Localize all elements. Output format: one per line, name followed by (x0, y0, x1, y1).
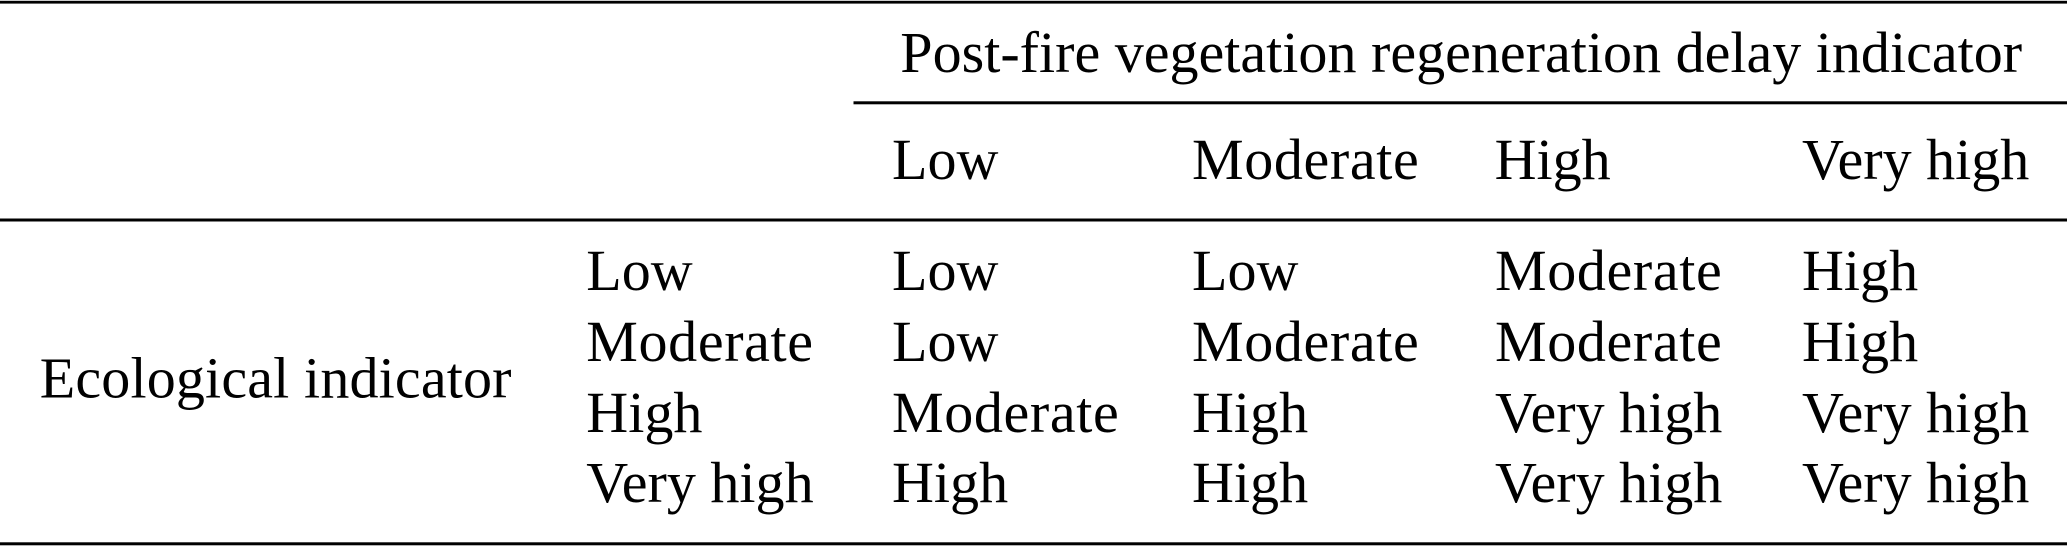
svg-text:Moderate: Moderate (1192, 309, 1419, 374)
svg-text:Low: Low (892, 127, 998, 192)
svg-text:High: High (1192, 380, 1308, 445)
svg-text:Very high: Very high (1802, 450, 2029, 515)
svg-text:High: High (892, 450, 1008, 515)
svg-text:Post-fire vegetation regenerat: Post-fire vegetation regeneration delay … (900, 20, 2022, 85)
svg-text:Low: Low (892, 309, 998, 374)
svg-text:Moderate: Moderate (1495, 309, 1722, 374)
svg-text:High: High (1802, 238, 1918, 303)
svg-text:High: High (1495, 127, 1611, 192)
svg-text:Very high: Very high (1802, 127, 2029, 192)
svg-text:Low: Low (892, 238, 998, 303)
svg-text:Moderate: Moderate (1495, 238, 1722, 303)
svg-text:Moderate: Moderate (1192, 127, 1419, 192)
svg-text:Very high: Very high (1802, 380, 2029, 445)
svg-text:High: High (586, 380, 702, 445)
svg-text:Very high: Very high (1495, 450, 1722, 515)
svg-text:High: High (1802, 309, 1918, 374)
svg-text:High: High (1192, 450, 1308, 515)
svg-text:Ecological indicator: Ecological indicator (40, 345, 512, 410)
svg-text:Low: Low (586, 238, 692, 303)
svg-text:Low: Low (1192, 238, 1298, 303)
svg-text:Very high: Very high (1495, 380, 1722, 445)
svg-text:Very high: Very high (586, 450, 813, 515)
svg-text:Moderate: Moderate (586, 309, 813, 374)
svg-text:Moderate: Moderate (892, 380, 1119, 445)
